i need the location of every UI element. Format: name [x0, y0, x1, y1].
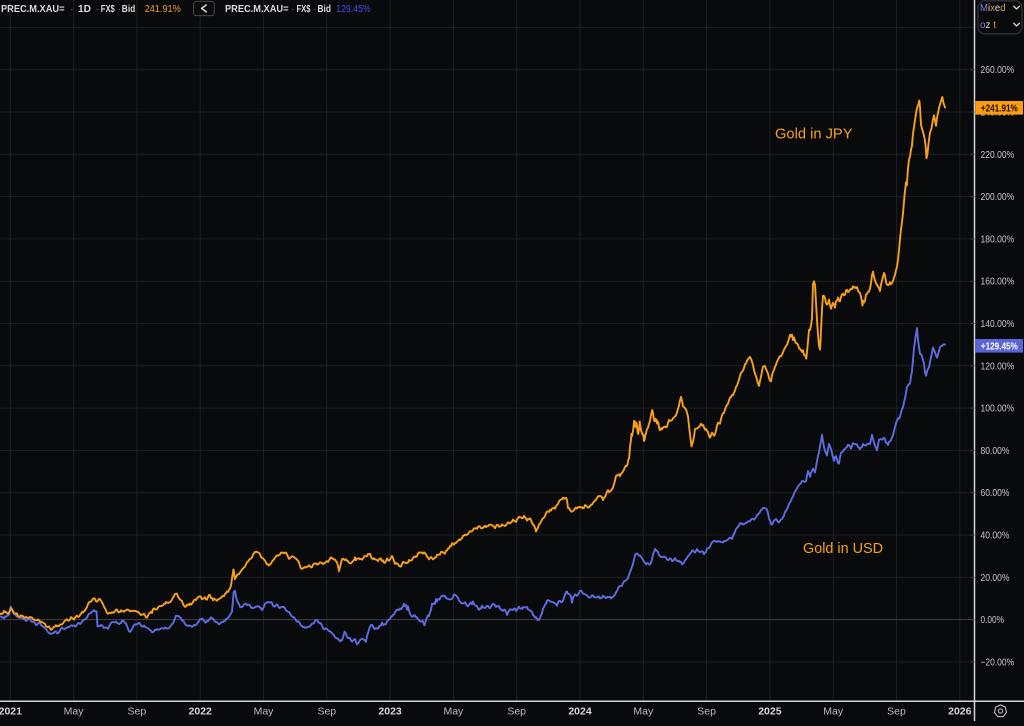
svg-text:180.00%: 180.00%	[981, 234, 1015, 245]
svg-text:Sep: Sep	[697, 706, 716, 718]
svg-text:200.00%: 200.00%	[981, 192, 1015, 203]
svg-text:Sep: Sep	[507, 706, 526, 718]
svg-text:·: ·	[291, 4, 294, 15]
svg-text:100.00%: 100.00%	[981, 404, 1015, 415]
svg-text:140.00%: 140.00%	[981, 319, 1015, 330]
svg-text:Sep: Sep	[887, 706, 906, 718]
svg-text:oz t: oz t	[980, 20, 996, 31]
svg-text:Gold in USD: Gold in USD	[803, 540, 883, 557]
svg-text:−20.00%: −20.00%	[981, 657, 1015, 668]
svg-text:Bid: Bid	[318, 4, 332, 15]
svg-text:May: May	[443, 706, 464, 718]
svg-text:80.00%: 80.00%	[981, 446, 1010, 457]
svg-text:2023: 2023	[378, 706, 402, 718]
svg-text:0.00%: 0.00%	[981, 615, 1005, 626]
svg-text:40.00%: 40.00%	[981, 531, 1010, 542]
svg-text:·: ·	[96, 4, 99, 15]
svg-text:2021: 2021	[0, 706, 22, 718]
svg-text:·: ·	[70, 4, 73, 15]
svg-text:Mixed: Mixed	[980, 3, 1006, 14]
svg-text:241.91%: 241.91%	[145, 4, 181, 15]
svg-text:160.00%: 160.00%	[981, 277, 1015, 288]
svg-text:·: ·	[118, 4, 121, 15]
svg-text:+129.45%: +129.45%	[981, 341, 1018, 352]
svg-text:May: May	[633, 706, 654, 718]
svg-text:PREC.M.XAU=: PREC.M.XAU=	[225, 4, 289, 15]
svg-text:Sep: Sep	[317, 706, 336, 718]
svg-text:May: May	[254, 706, 275, 718]
svg-text:260.00%: 260.00%	[981, 65, 1015, 76]
svg-text:2022: 2022	[189, 706, 213, 718]
svg-text:Gold in JPY: Gold in JPY	[775, 125, 853, 142]
svg-text:PREC.M.XAU=: PREC.M.XAU=	[1, 4, 65, 15]
svg-text:May: May	[64, 706, 85, 718]
svg-text:+241.91%: +241.91%	[981, 103, 1018, 114]
svg-text:2026: 2026	[948, 706, 972, 718]
svg-text:Sep: Sep	[128, 706, 147, 718]
svg-text:220.00%: 220.00%	[981, 150, 1015, 161]
svg-text:FX$: FX$	[101, 4, 115, 15]
svg-text:20.00%: 20.00%	[981, 573, 1010, 584]
svg-text:May: May	[823, 706, 844, 718]
svg-text:120.00%: 120.00%	[981, 361, 1015, 372]
svg-text:2024: 2024	[568, 706, 592, 718]
svg-text:1D: 1D	[78, 4, 91, 15]
svg-text:·: ·	[313, 4, 316, 15]
svg-text:129.45%: 129.45%	[336, 4, 370, 15]
svg-text:60.00%: 60.00%	[981, 488, 1010, 499]
svg-text:Bid: Bid	[122, 4, 136, 15]
svg-text:2025: 2025	[758, 706, 782, 718]
svg-text:FX$: FX$	[297, 4, 311, 15]
